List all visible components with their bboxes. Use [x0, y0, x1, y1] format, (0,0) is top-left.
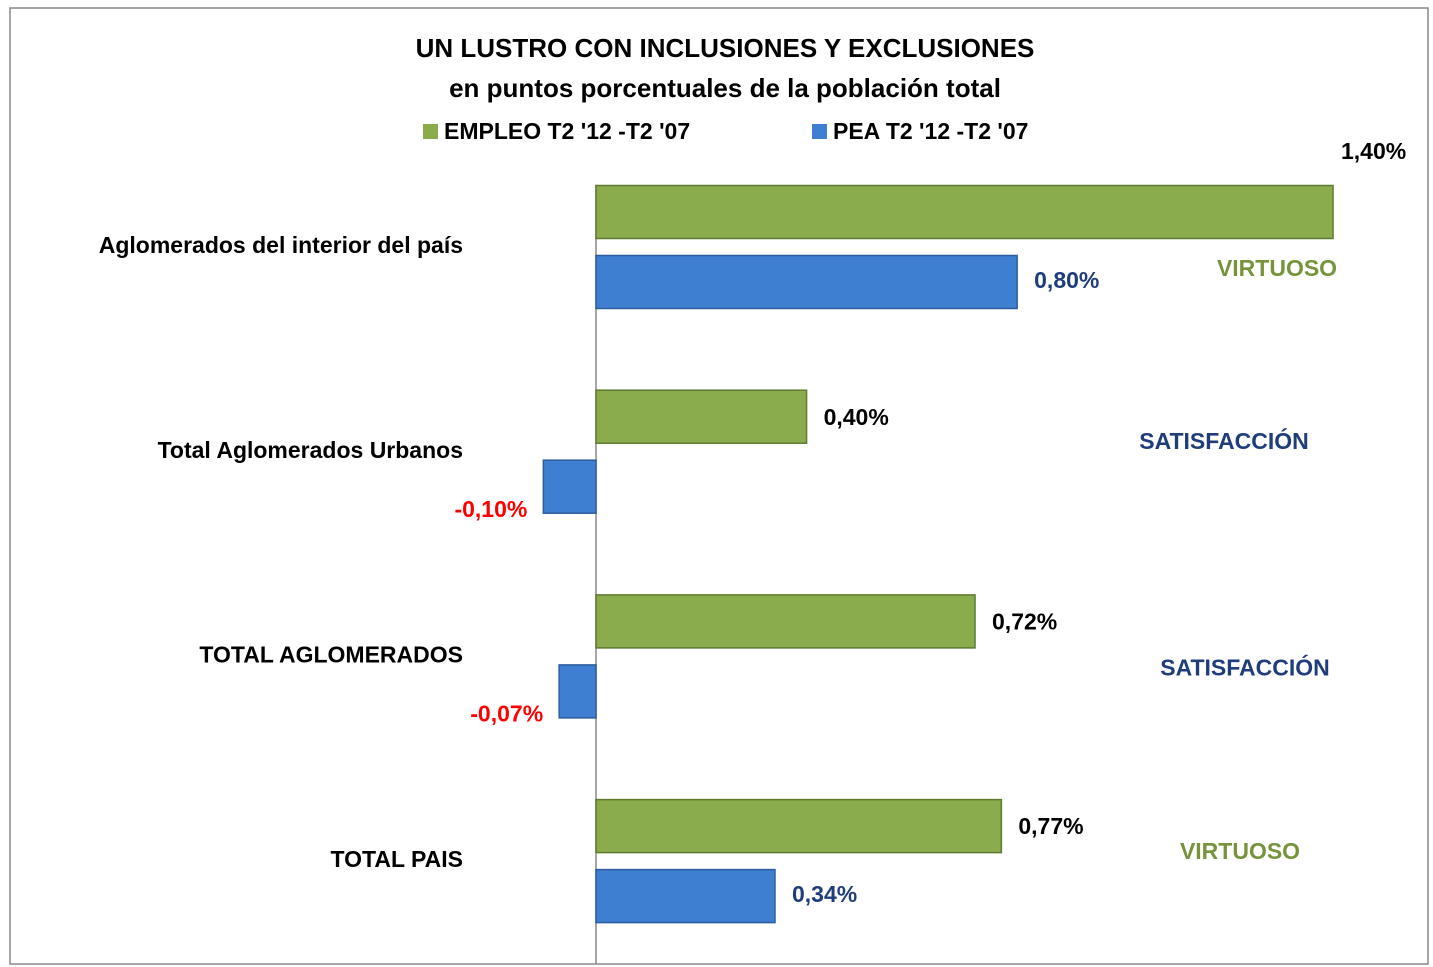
bar — [595, 594, 976, 649]
category-label: TOTAL PAIS — [331, 846, 463, 872]
value-label: 0,34% — [792, 881, 857, 907]
chart-title: UN LUSTRO CON INCLUSIONES Y EXCLUSIONES — [416, 33, 1035, 63]
legend-swatch — [812, 124, 827, 139]
annotation: VIRTUOSO — [1217, 255, 1337, 281]
bar — [558, 664, 597, 719]
legend-swatch — [423, 124, 438, 139]
value-label: 1,40% — [1341, 138, 1406, 164]
bar — [542, 459, 597, 514]
annotation: VIRTUOSO — [1180, 838, 1300, 864]
value-label: 0,40% — [824, 404, 889, 430]
bar — [595, 254, 1018, 310]
value-label: -0,10% — [454, 496, 527, 522]
value-label: -0,07% — [470, 700, 543, 726]
value-label: 0,72% — [992, 608, 1057, 634]
bar — [595, 798, 1003, 854]
legend-label: PEA T2 '12 -T2 '07 — [833, 118, 1028, 144]
chart-subtitle: en puntos porcentuales de la población t… — [449, 73, 1001, 103]
category-label: TOTAL AGLOMERADOS — [199, 641, 463, 667]
value-label: 0,77% — [1018, 813, 1083, 839]
bar — [595, 389, 808, 444]
chart-border — [9, 7, 1429, 965]
category-label: Total Aglomerados Urbanos — [158, 437, 463, 463]
bar — [595, 184, 1334, 240]
annotation: SATISFACCIÓN — [1139, 427, 1309, 454]
legend-label: EMPLEO T2 '12 -T2 '07 — [444, 118, 690, 144]
annotation: SATISFACCIÓN — [1160, 653, 1330, 680]
category-label: Aglomerados del interior del país — [99, 232, 463, 258]
bar — [595, 868, 776, 924]
value-label: 0,80% — [1034, 267, 1099, 293]
